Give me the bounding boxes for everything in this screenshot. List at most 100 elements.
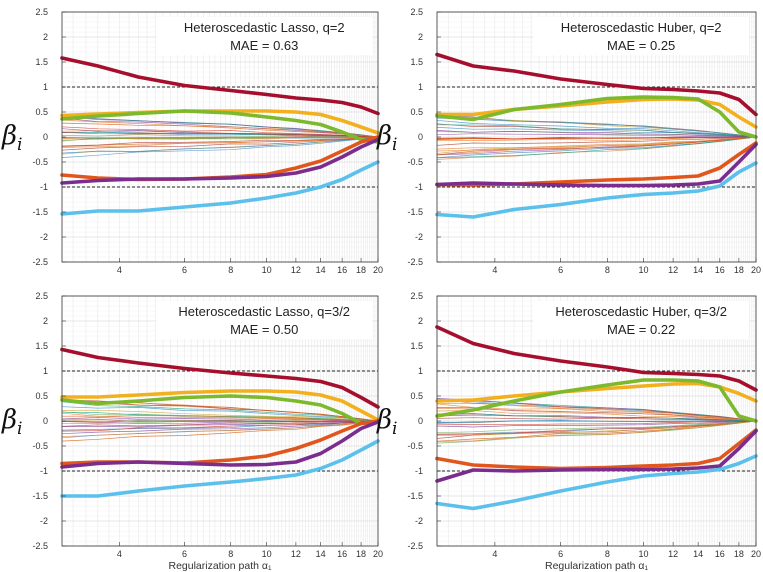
x-tick-label: 10 xyxy=(262,549,272,559)
series-purple xyxy=(435,142,758,188)
y-tick-label: 0 xyxy=(418,416,423,426)
noise-line xyxy=(61,136,379,140)
noise-line xyxy=(436,124,757,138)
noise-line xyxy=(436,130,757,138)
y-tick-label: -2.5 xyxy=(407,541,423,551)
noise-line xyxy=(61,136,379,148)
x-tick-label: 4 xyxy=(117,549,122,559)
x-tick-label: 14 xyxy=(693,265,703,275)
annotation-background xyxy=(156,301,373,339)
panel-mae: MAE = 0.25 xyxy=(607,38,675,53)
x-axis-label: Regularization path α₁ xyxy=(545,560,648,572)
panel-mae: MAE = 0.63 xyxy=(230,38,298,53)
series-blue xyxy=(435,161,758,219)
series-blue xyxy=(60,439,380,498)
x-axis-label: Regularization path α₁ xyxy=(168,560,271,572)
x-tick-label: 12 xyxy=(291,265,301,275)
noise-line xyxy=(436,136,757,140)
series-green xyxy=(60,394,380,426)
panel-heteroscedastic-lasso-q32: -2.5 -2 -1.5 -1 -0.5 0 0.5 1 1.5 2 2.5 4 6 8 10 12 14 16 1… xyxy=(1,291,383,572)
noise-line xyxy=(436,420,757,436)
y-tick-label: -2.5 xyxy=(32,541,48,551)
y-tick-label: 1 xyxy=(418,366,423,376)
y-tick-label: -0.5 xyxy=(407,157,423,167)
y-axis-label: βi xyxy=(1,405,22,439)
y-tick-label: 2 xyxy=(418,316,423,326)
series-red xyxy=(435,52,758,117)
y-tick-label: 1 xyxy=(43,82,48,92)
noise-line xyxy=(436,420,757,442)
panel-mae: MAE = 0.22 xyxy=(607,322,675,337)
noise-line xyxy=(436,420,757,434)
noise-line xyxy=(436,136,757,146)
panel-heteroscedastic-huber-q2: -2.5 -2 -1.5 -1 -0.5 0 0.5 1 1.5 2 2.5 4 6 8 10 12 14 16 1… xyxy=(376,7,761,275)
x-tick-label: 12 xyxy=(668,549,678,559)
x-tick-label: 14 xyxy=(693,549,703,559)
series-red xyxy=(435,325,758,392)
series-purple xyxy=(60,420,380,469)
noise-line xyxy=(61,409,379,422)
noise-line xyxy=(436,417,757,422)
noise-line xyxy=(436,420,757,428)
y-tick-label: 0.5 xyxy=(410,107,423,117)
y-tick-label: 2.5 xyxy=(35,7,48,17)
series-blue xyxy=(60,160,380,216)
annotation-background xyxy=(156,17,373,55)
y-tick-label: -0.5 xyxy=(32,441,48,451)
y-tick-label: 1.5 xyxy=(35,341,48,351)
noise-line xyxy=(436,413,757,422)
x-tick-label: 6 xyxy=(558,549,563,559)
x-tick-label: 8 xyxy=(228,265,233,275)
x-tick-label: 4 xyxy=(492,265,497,275)
noise-line xyxy=(436,127,757,138)
noise-coefficient-lines xyxy=(436,114,757,160)
x-tick-label: 10 xyxy=(639,265,649,275)
noise-line xyxy=(436,117,757,138)
y-tick-label: -1 xyxy=(415,182,423,192)
y-tick-label: 1.5 xyxy=(410,341,423,351)
x-tick-label: 20 xyxy=(751,265,761,275)
x-tick-label: 12 xyxy=(668,265,678,275)
noise-coefficient-lines xyxy=(61,399,379,442)
x-tick-label: 18 xyxy=(734,549,744,559)
y-tick-label: -1 xyxy=(40,466,48,476)
series-green xyxy=(435,95,758,139)
x-tick-label: 12 xyxy=(291,549,301,559)
noise-line xyxy=(436,420,756,423)
noise-line xyxy=(61,420,379,424)
y-tick-label: 1 xyxy=(43,366,48,376)
y-tick-label: -0.5 xyxy=(32,157,48,167)
y-tick-label: 1.5 xyxy=(410,57,423,67)
x-tick-label: 16 xyxy=(337,549,347,559)
x-tick-label: 10 xyxy=(262,265,272,275)
series-green xyxy=(435,378,758,423)
panel-title: Heteroscedastic Huber, q=2 xyxy=(561,20,722,35)
y-tick-label: -1.5 xyxy=(32,207,48,217)
y-tick-label: -1.5 xyxy=(32,491,48,501)
x-tick-label: 18 xyxy=(356,549,366,559)
y-tick-label: -2 xyxy=(40,516,48,526)
noise-line xyxy=(436,408,757,422)
noise-line xyxy=(61,136,379,151)
x-tick-label: 14 xyxy=(316,265,326,275)
x-tick-label: 8 xyxy=(605,549,610,559)
series-yellow xyxy=(435,381,758,403)
annotation-background xyxy=(533,17,750,55)
series-red xyxy=(60,56,380,116)
x-tick-label: 8 xyxy=(228,549,233,559)
noise-line xyxy=(61,420,379,428)
x-tick-label: 10 xyxy=(639,549,649,559)
series-purple xyxy=(60,137,380,185)
panel-heteroscedastic-lasso-q2: -2.5 -2 -1.5 -1 -0.5 0 0.5 1 1.5 2 2.5 4 6 8 10 12 14 16 1… xyxy=(1,7,383,275)
panel-mae: MAE = 0.50 xyxy=(230,322,298,337)
y-tick-label: -2 xyxy=(40,232,48,242)
panel-title: Heteroscedastic Huber, q=3/2 xyxy=(555,304,727,319)
x-tick-label: 16 xyxy=(715,265,725,275)
noise-line xyxy=(436,133,757,138)
y-tick-label: 0 xyxy=(43,416,48,426)
y-axis-label: βi xyxy=(1,121,22,155)
x-tick-label: 4 xyxy=(117,265,122,275)
y-tick-label: 0.5 xyxy=(410,391,423,401)
series-yellow xyxy=(60,389,380,422)
